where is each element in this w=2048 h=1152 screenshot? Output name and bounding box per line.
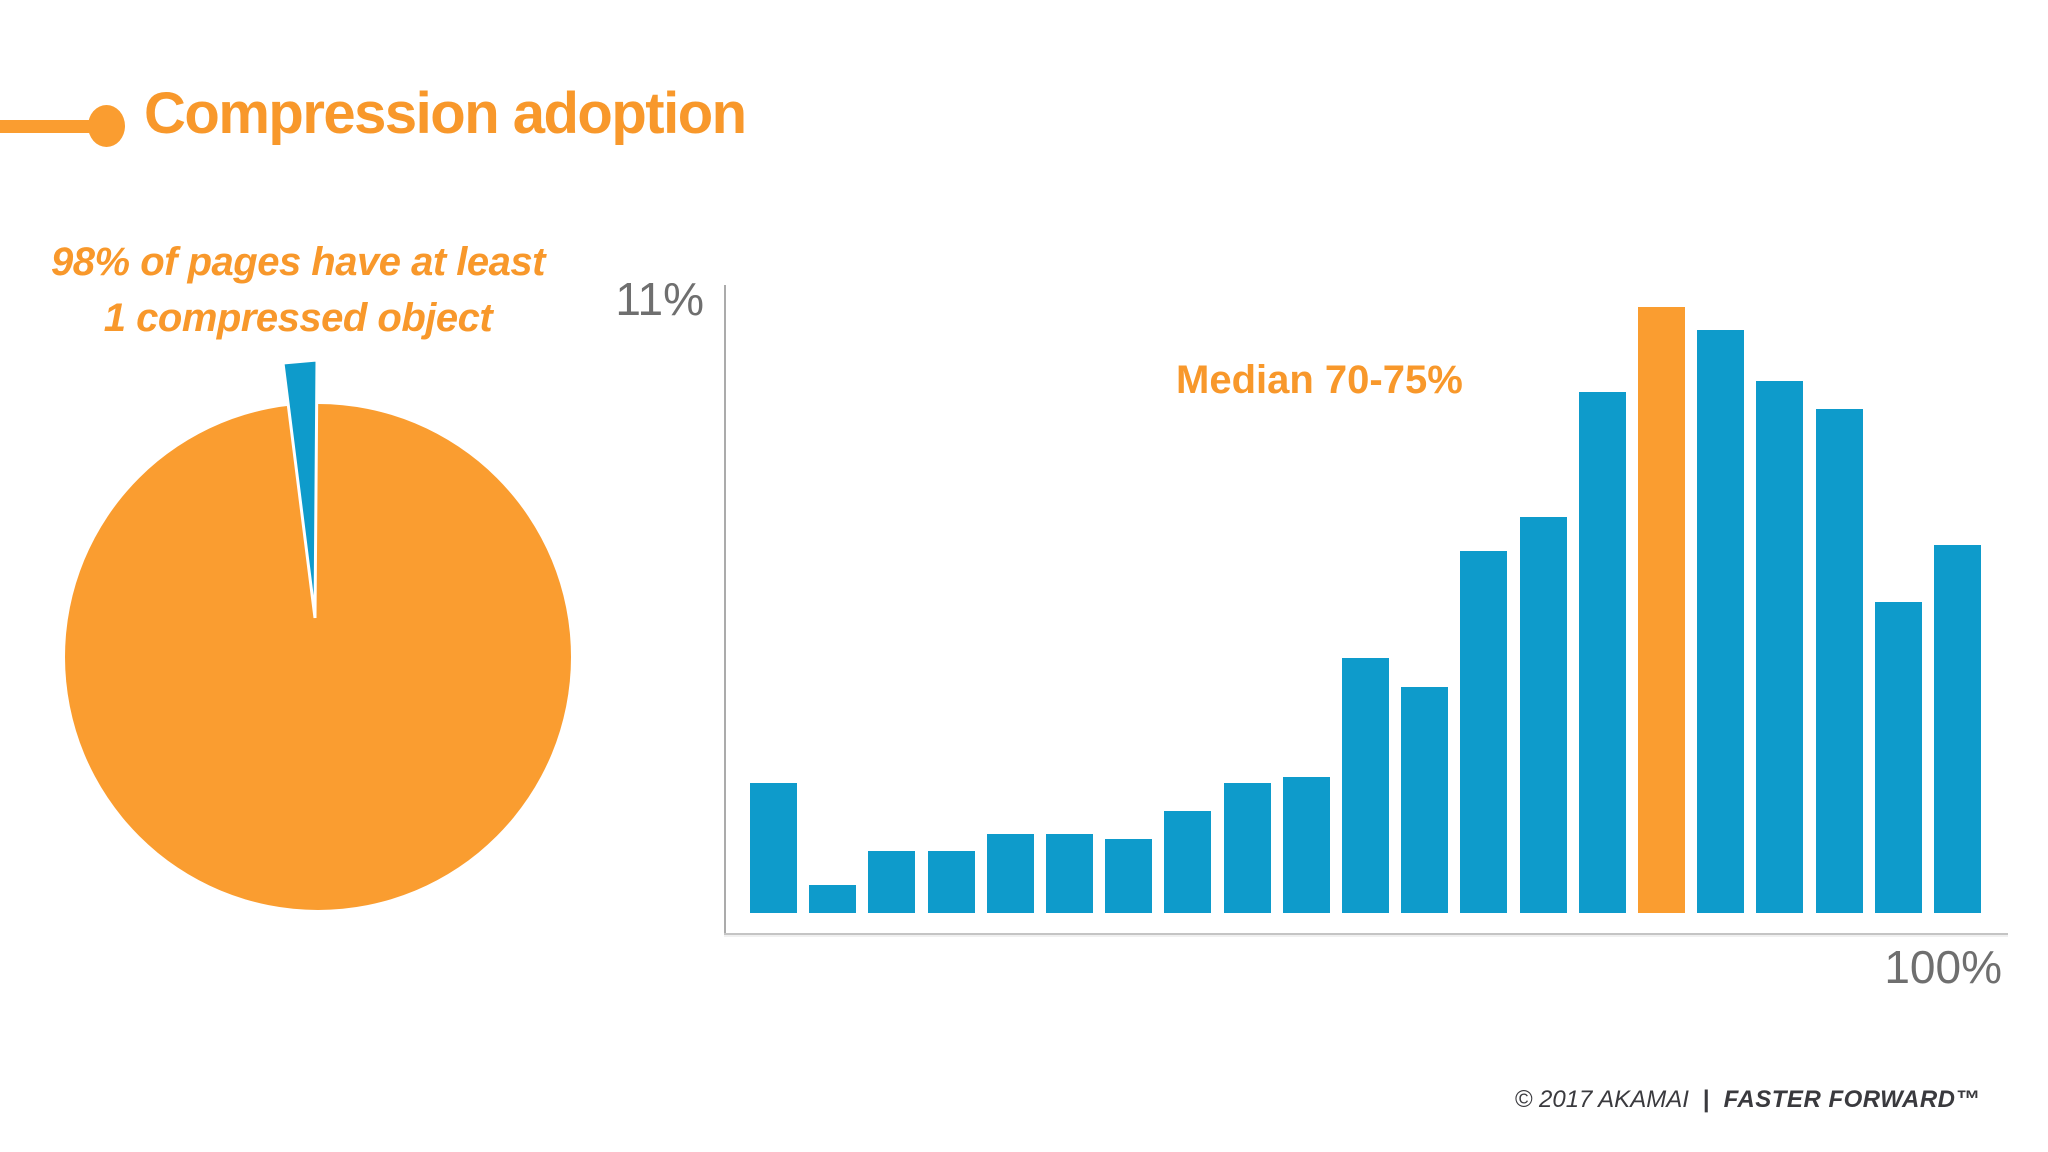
histogram-bar xyxy=(1046,833,1093,913)
title-accent-line-icon xyxy=(0,120,96,133)
pie-chart xyxy=(65,358,571,910)
histogram-bar xyxy=(809,884,857,913)
histogram-bar xyxy=(1815,409,1863,913)
histogram-bar xyxy=(1164,811,1212,913)
histogram-bar xyxy=(750,782,797,913)
histogram-bar xyxy=(1697,330,1745,913)
histogram-bar xyxy=(986,833,1034,913)
page-title: Compression adoption xyxy=(144,81,747,146)
histogram-bar xyxy=(1105,839,1153,913)
histogram-bar xyxy=(1401,686,1449,913)
pie-caption-line2: 1 compressed object xyxy=(103,296,493,340)
histogram-bar xyxy=(1460,550,1508,913)
x-axis-end-label: 100% xyxy=(1884,941,2002,993)
pie-slice-uncompressed xyxy=(281,358,319,619)
title-accent-dot-icon xyxy=(88,105,125,147)
histogram-bar-median xyxy=(1638,307,1685,913)
y-axis-max-label: 11% xyxy=(615,273,704,325)
slide-footer: © 2017 AKAMAI | FASTER FORWARD™ xyxy=(1515,1086,1980,1114)
histogram-baseline xyxy=(724,933,2008,935)
pie-caption: 98% of pages have at least 1 compressed … xyxy=(28,234,568,346)
histogram-bar xyxy=(1874,601,1922,913)
histogram-bar xyxy=(927,850,975,913)
histogram-bar xyxy=(1756,381,1804,913)
footer-tagline: FASTER FORWARD™ xyxy=(1723,1086,1980,1113)
histogram-bar xyxy=(1282,777,1330,913)
histogram-bar xyxy=(868,850,916,913)
histogram-bar xyxy=(1342,658,1389,913)
histogram-bar xyxy=(1578,392,1626,913)
median-annotation: Median 70-75% xyxy=(1176,358,1463,402)
histogram-bar xyxy=(1223,782,1271,913)
histogram-y-axis xyxy=(724,285,726,935)
histogram-bar xyxy=(1934,545,1981,913)
footer-copyright: © 2017 AKAMAI xyxy=(1514,1086,1689,1113)
pie-caption-line1: 98% of pages have at least xyxy=(51,240,545,284)
pie-slice-compressed xyxy=(65,404,571,910)
footer-separator: | xyxy=(1702,1086,1710,1113)
histogram-bar xyxy=(1519,516,1567,913)
